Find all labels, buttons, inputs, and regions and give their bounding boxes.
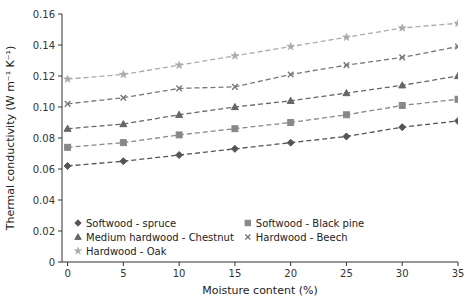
data-point — [176, 152, 183, 159]
data-point — [120, 121, 127, 127]
data-point — [232, 84, 238, 90]
data-point — [176, 111, 183, 117]
y-tick — [58, 169, 62, 170]
data-point — [287, 139, 294, 146]
y-tick-label: 0 — [49, 257, 55, 268]
data-point — [65, 101, 71, 107]
data-point — [64, 75, 72, 83]
y-tick — [58, 262, 62, 263]
series-line — [68, 121, 458, 166]
data-point — [455, 73, 459, 79]
data-point — [288, 120, 294, 126]
data-point — [398, 24, 406, 32]
data-point — [343, 90, 350, 96]
legend-item: Softwood - spruce — [75, 218, 176, 229]
legend-label: Medium hardwood - Chestnut — [86, 232, 234, 243]
data-point — [287, 97, 294, 103]
series-line — [68, 47, 458, 104]
data-point — [121, 95, 127, 101]
x-tick — [458, 262, 459, 266]
data-point — [64, 125, 71, 131]
plot-area — [64, 19, 458, 169]
x-tick — [123, 262, 124, 266]
data-point — [120, 158, 127, 165]
legend-marker — [75, 234, 81, 240]
legend-marker — [75, 220, 81, 226]
x-tick — [402, 262, 403, 266]
data-point — [454, 19, 458, 27]
data-point — [287, 42, 295, 50]
data-point — [231, 52, 239, 60]
data-point — [455, 96, 458, 102]
x-tick-label: 35 — [452, 268, 465, 279]
x-tick-label: 30 — [396, 268, 409, 279]
y-tick — [58, 107, 62, 108]
data-point — [399, 124, 406, 131]
y-tick-label: 0.16 — [33, 9, 55, 20]
y-tick-label: 0.02 — [33, 226, 55, 237]
data-point — [399, 102, 405, 108]
legend-marker — [245, 234, 250, 239]
legend-label: Hardwood - Beech — [256, 232, 348, 243]
y-tick — [58, 200, 62, 201]
legend-label: Softwood - Black pine — [256, 218, 364, 229]
data-point — [176, 86, 182, 92]
y-tick-label: 0.06 — [33, 164, 55, 175]
x-tick-label: 0 — [64, 268, 70, 279]
data-point — [65, 144, 71, 150]
y-tick — [58, 138, 62, 139]
legend-item: Medium hardwood - Chestnut — [75, 232, 234, 243]
y-tick-label: 0.08 — [33, 133, 55, 144]
legend-label: Softwood - spruce — [86, 218, 176, 229]
y-tick — [58, 14, 62, 15]
y-tick-label: 0.14 — [33, 40, 55, 51]
data-point — [231, 104, 238, 110]
y-tick — [58, 76, 62, 77]
legend-marker — [245, 220, 250, 225]
y-tick — [58, 45, 62, 46]
data-point — [399, 82, 406, 88]
data-point — [342, 33, 350, 41]
y-tick — [58, 231, 62, 232]
data-point — [64, 162, 71, 169]
data-point — [343, 112, 349, 118]
x-tick — [234, 262, 235, 266]
data-point — [119, 70, 127, 78]
data-point — [455, 117, 459, 124]
x-tick — [179, 262, 180, 266]
data-point — [399, 55, 405, 61]
x-tick — [67, 262, 68, 266]
data-point — [120, 140, 126, 146]
y-tick-label: 0.04 — [33, 195, 55, 206]
data-point — [288, 72, 294, 78]
data-point — [231, 145, 238, 152]
x-tick — [290, 262, 291, 266]
x-axis-line — [62, 262, 458, 263]
data-point — [455, 44, 458, 50]
x-axis-label: Moisture content (%) — [202, 284, 317, 297]
y-tick-label: 0.10 — [33, 102, 55, 113]
y-axis-label: Thermal conductivity (W m⁻¹ K⁻¹) — [4, 46, 17, 232]
legend-item: Hardwood - Beech — [245, 232, 347, 243]
y-tick-label: 0.12 — [33, 71, 55, 82]
x-tick-label: 20 — [284, 268, 297, 279]
legend-marker — [74, 247, 81, 254]
data-point — [175, 61, 183, 69]
data-point — [343, 133, 350, 140]
x-tick-label: 15 — [229, 268, 242, 279]
data-point — [344, 62, 350, 68]
x-tick — [346, 262, 347, 266]
legend-label: Hardwood - Oak — [86, 246, 167, 257]
legend-item: Hardwood - Oak — [74, 246, 166, 257]
legend-item: Softwood - Black pine — [245, 218, 364, 229]
chart: 0 5 10 15 20 25 30 35 0 0.02 0.04 0.06 0.08 0.10 0.12 0… — [0, 0, 474, 302]
x-tick-label: 25 — [340, 268, 353, 279]
x-tick-label: 5 — [120, 268, 126, 279]
series-line — [68, 23, 458, 79]
x-tick-label: 10 — [173, 268, 186, 279]
series-line — [68, 76, 458, 129]
data-point — [232, 126, 238, 132]
data-point — [176, 132, 182, 138]
legend: Softwood - spruce Softwood - Black pine Me… — [74, 218, 364, 257]
